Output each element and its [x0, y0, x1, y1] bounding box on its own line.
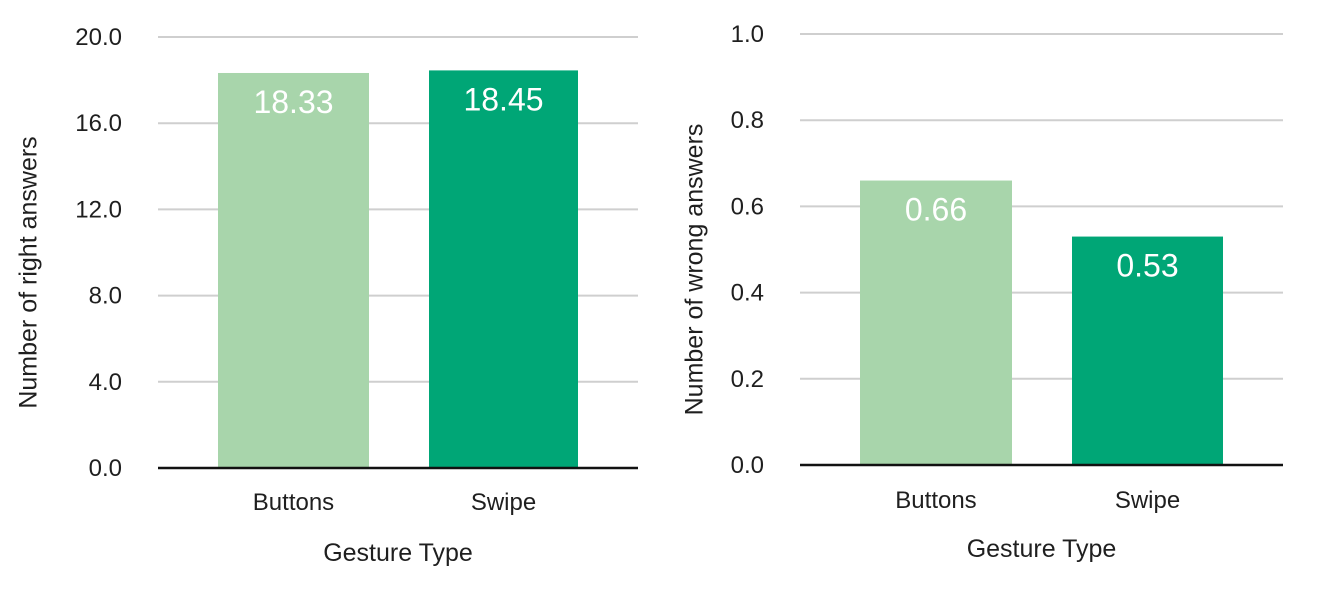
right-x-axis-title: Gesture Type — [323, 539, 473, 567]
right-xtick-label: Swipe — [471, 489, 536, 516]
wrong-xtick-label: Buttons — [895, 487, 976, 514]
right-bar-buttons — [218, 72, 369, 469]
right-data-label: 18.33 — [253, 84, 333, 120]
wrong-ytick-label: 1.0 — [731, 21, 764, 48]
wrong-bar-swipe — [1072, 236, 1223, 465]
wrong-ytick-label: 0.2 — [731, 366, 764, 393]
chart-wrong-answers: 0.0 0.2 0.4 0.6 0.8 1.0 0.66 Buttons 0.53 Swipe Ge… — [681, 21, 1283, 563]
right-ytick-label: 16.0 — [75, 110, 122, 137]
wrong-x-axis-title: Gesture Type — [967, 535, 1117, 563]
right-ytick-label: 4.0 — [89, 369, 122, 396]
wrong-y-axis-title: Number of wrong answers — [681, 124, 709, 416]
right-ytick-label: 0.0 — [89, 455, 122, 482]
wrong-xtick-label: Swipe — [1115, 487, 1180, 514]
wrong-ytick-label: 0.8 — [731, 107, 764, 134]
right-y-axis-title: Number of right answers — [15, 136, 43, 408]
chart-right-answers: 0.0 4.0 8.0 12.0 16.0 20.0 18.33 Buttons 18.45 Sw… — [15, 24, 638, 567]
wrong-data-label: 0.53 — [1116, 248, 1178, 284]
wrong-ytick-label: 0.0 — [731, 452, 764, 479]
right-ytick-label: 12.0 — [75, 196, 122, 223]
right-xtick-label: Buttons — [253, 489, 334, 516]
right-data-label: 18.45 — [463, 81, 543, 117]
right-ytick-label: 20.0 — [75, 24, 122, 51]
right-bar-swipe — [429, 70, 578, 468]
right-ytick-label: 8.0 — [89, 283, 122, 310]
wrong-ytick-label: 0.6 — [731, 193, 764, 220]
wrong-data-label: 0.66 — [905, 192, 967, 228]
wrong-bar-buttons — [860, 180, 1012, 466]
wrong-ytick-label: 0.4 — [731, 280, 764, 307]
